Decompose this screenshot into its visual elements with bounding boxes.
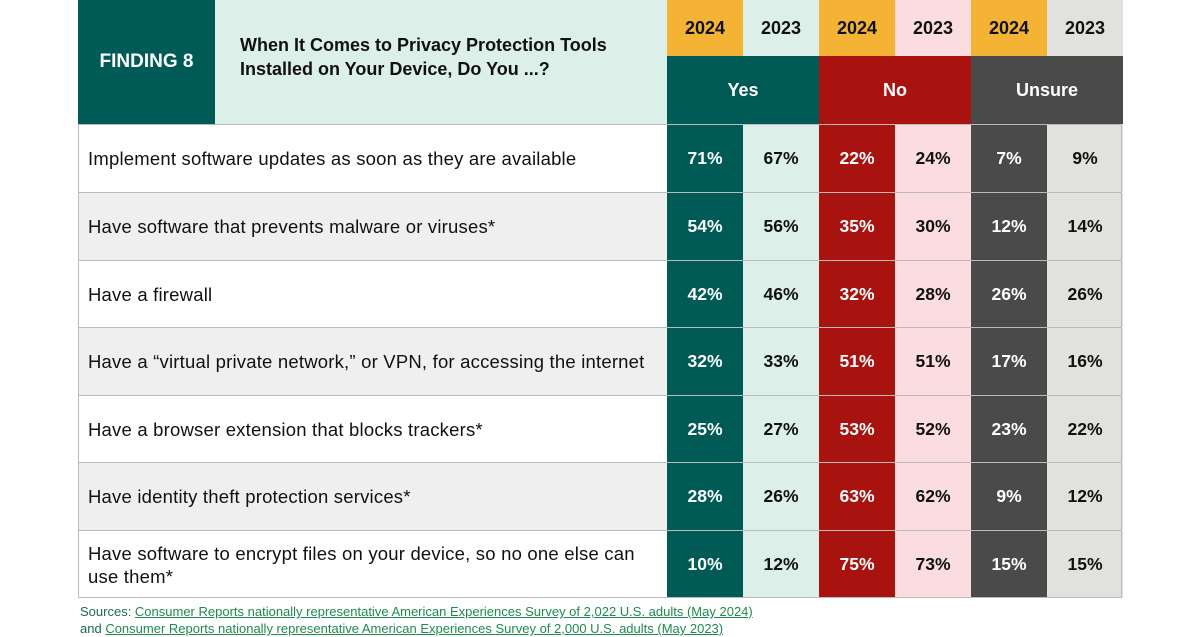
source-link-2023[interactable]: Consumer Reports nationally representati… [105, 621, 724, 636]
year-header: 2023 [743, 0, 819, 56]
value-cell: 15% [971, 531, 1047, 598]
value-cell: 26% [971, 261, 1047, 327]
value-cell: 15% [1047, 531, 1123, 598]
value-cell: 52% [895, 396, 971, 462]
value-cell: 73% [895, 531, 971, 598]
value-cell: 35% [819, 193, 895, 260]
value-cell: 67% [743, 125, 819, 192]
row-label: Implement software updates as soon as th… [78, 125, 667, 192]
value-cell: 28% [667, 463, 743, 530]
row-label: Have a firewall [78, 261, 667, 327]
sources-and: and [80, 621, 106, 636]
value-cell: 42% [667, 261, 743, 327]
value-cell: 24% [895, 125, 971, 192]
year-header: 2024 [819, 0, 895, 56]
value-cell: 30% [895, 193, 971, 260]
table-row: Have a browser extension that blocks tra… [78, 395, 1123, 462]
value-cell: 26% [1047, 261, 1123, 327]
row-label: Have a “virtual private network,” or VPN… [78, 328, 667, 395]
table-bottom-border [78, 597, 1122, 598]
value-cell: 23% [971, 396, 1047, 462]
value-cell: 51% [895, 328, 971, 395]
year-header: 2024 [667, 0, 743, 56]
row-label: Have software that prevents malware or v… [78, 193, 667, 260]
value-cell: 56% [743, 193, 819, 260]
value-cell: 26% [743, 463, 819, 530]
table-row: Have identity theft protection services*… [78, 462, 1123, 530]
value-cell: 71% [667, 125, 743, 192]
sources-prefix: Sources: [80, 604, 135, 619]
row-label: Have a browser extension that blocks tra… [78, 396, 667, 462]
table-row: Have software to encrypt files on your d… [78, 530, 1123, 598]
table-row: Have a firewall 42% 46% 32% 28% 26% 26% [78, 260, 1123, 327]
finding-label: FINDING 8 [78, 0, 215, 124]
value-cell: 10% [667, 531, 743, 598]
row-label: Have software to encrypt files on your d… [78, 531, 667, 598]
year-header: 2023 [895, 0, 971, 56]
value-cell: 62% [895, 463, 971, 530]
table-right-border [1121, 124, 1122, 598]
year-header: 2024 [971, 0, 1047, 56]
value-cell: 32% [819, 261, 895, 327]
value-cell: 46% [743, 261, 819, 327]
question-title: When It Comes to Privacy Protection Tool… [215, 0, 667, 124]
source-link-2024[interactable]: Consumer Reports nationally representati… [134, 604, 753, 619]
value-cell: 27% [743, 396, 819, 462]
value-cell: 12% [743, 531, 819, 598]
value-cell: 25% [667, 396, 743, 462]
value-cell: 17% [971, 328, 1047, 395]
value-cell: 12% [971, 193, 1047, 260]
value-cell: 51% [819, 328, 895, 395]
row-label: Have identity theft protection services* [78, 463, 667, 530]
value-cell: 7% [971, 125, 1047, 192]
table-row: Have a “virtual private network,” or VPN… [78, 327, 1123, 395]
value-cell: 75% [819, 531, 895, 598]
value-cell: 53% [819, 396, 895, 462]
group-header-no: No [819, 56, 971, 124]
value-cell: 28% [895, 261, 971, 327]
group-header-unsure: Unsure [971, 56, 1123, 124]
value-cell: 9% [971, 463, 1047, 530]
value-cell: 54% [667, 193, 743, 260]
value-cell: 9% [1047, 125, 1123, 192]
value-cell: 33% [743, 328, 819, 395]
year-header: 2023 [1047, 0, 1123, 56]
group-header-yes: Yes [667, 56, 819, 124]
table-row: Have software that prevents malware or v… [78, 192, 1123, 260]
value-cell: 63% [819, 463, 895, 530]
value-cell: 32% [667, 328, 743, 395]
value-cell: 12% [1047, 463, 1123, 530]
value-cell: 14% [1047, 193, 1123, 260]
value-cell: 22% [1047, 396, 1123, 462]
value-cell: 16% [1047, 328, 1123, 395]
table-row: Implement software updates as soon as th… [78, 124, 1123, 192]
value-cell: 22% [819, 125, 895, 192]
sources-footer: Sources: Consumer Reports nationally rep… [80, 603, 753, 637]
